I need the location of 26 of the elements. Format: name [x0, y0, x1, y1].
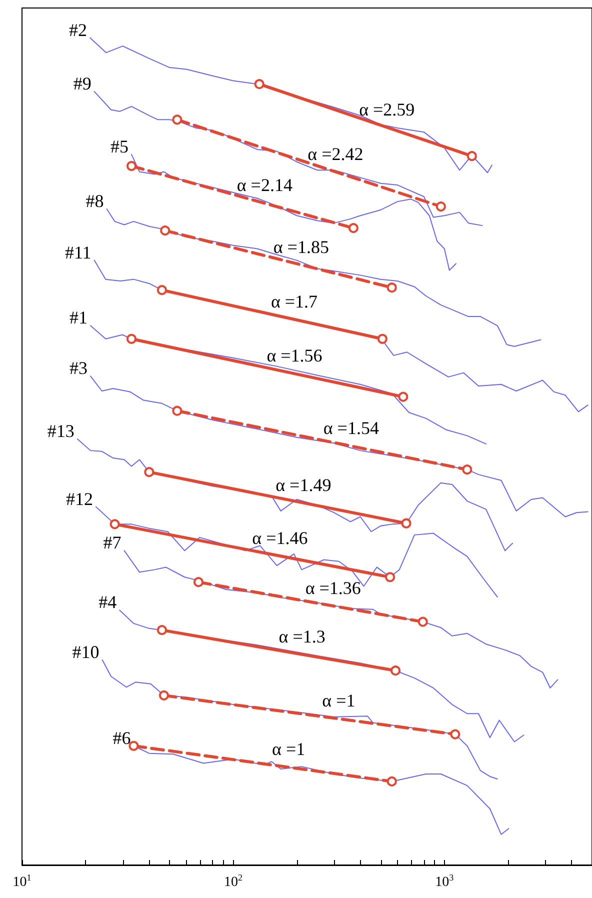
series-label: #1	[69, 308, 88, 328]
series-label: #6	[112, 728, 131, 748]
annotation: α =1.54	[323, 418, 379, 438]
annotation: α =1.3	[278, 626, 326, 646]
annotation: α =1.7	[270, 291, 318, 312]
annotation: α =1	[322, 690, 356, 711]
annotation: α =1.36	[305, 578, 361, 598]
annotation: α =2.42	[308, 144, 364, 164]
series-label: #2	[69, 20, 88, 40]
annotation: α =2.59	[359, 99, 415, 120]
annotation: α =1.46	[252, 528, 308, 548]
annotation: α =1	[272, 739, 306, 760]
series-label: #11	[64, 242, 92, 262]
annotation: α =1.85	[273, 236, 329, 257]
series-label: #3	[69, 358, 88, 378]
annotation: α =1.56	[266, 346, 322, 366]
series-label: #7	[103, 532, 122, 553]
series-label: #10	[72, 642, 100, 662]
series-label: #8	[86, 191, 104, 212]
series-label: #12	[66, 488, 93, 509]
series-label: #5	[110, 136, 129, 156]
series-label: #4	[98, 592, 117, 612]
series-label: #9	[73, 74, 92, 94]
annotation: α =1.49	[276, 474, 332, 495]
series-label: #13	[47, 420, 74, 441]
annotation: α =2.14	[236, 175, 292, 196]
